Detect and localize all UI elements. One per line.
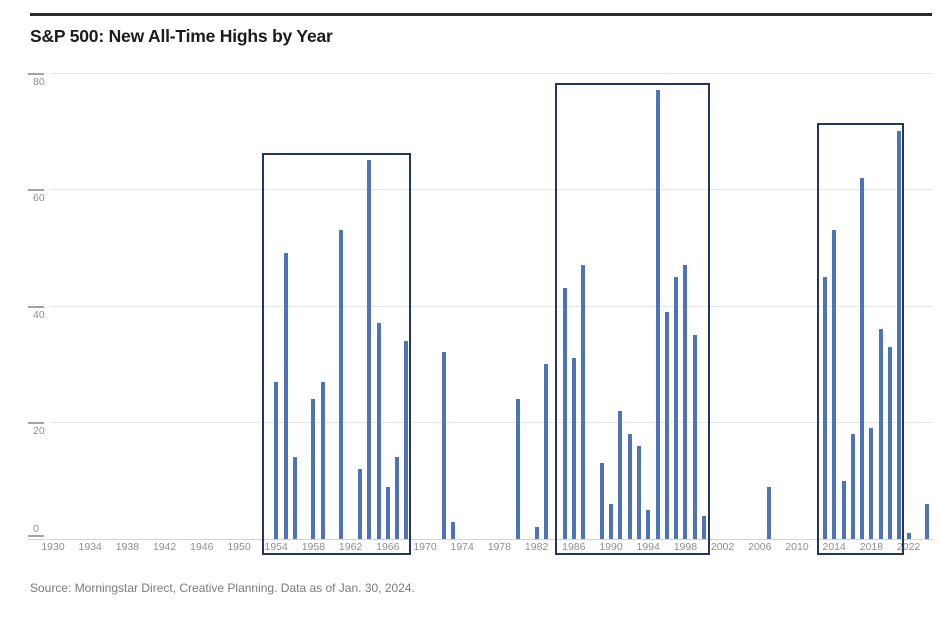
y-tick-60 — [28, 189, 44, 192]
x-tick-label-1970: 1970 — [413, 541, 437, 553]
source-note: Source: Morningstar Direct, Creative Pla… — [30, 581, 415, 595]
bar-1973 — [450, 521, 455, 539]
gridline-y-20 — [50, 422, 933, 424]
bar-1955 — [283, 253, 288, 539]
y-tick-label-40: 40 — [33, 308, 45, 321]
bar-1966 — [385, 486, 390, 539]
x-tick-label-1986: 1986 — [562, 541, 586, 553]
bar-1985 — [562, 288, 567, 539]
x-tick-label-1982: 1982 — [524, 541, 549, 553]
x-tick-label-1978: 1978 — [487, 541, 512, 553]
x-tick-label-1990: 1990 — [599, 541, 623, 553]
x-tick-label-1958: 1958 — [301, 541, 326, 553]
x-tick-label-2002: 2002 — [710, 541, 735, 553]
bar-1997 — [674, 276, 679, 539]
x-tick-label-1946: 1946 — [190, 541, 214, 553]
gridline-y-0 — [28, 539, 933, 540]
bar-1989 — [599, 463, 604, 539]
x-tick-label-1962: 1962 — [338, 541, 363, 553]
x-tick-label-1974: 1974 — [450, 541, 474, 553]
bar-1959 — [320, 381, 325, 539]
x-tick-label-1954: 1954 — [264, 541, 288, 553]
bar-2017 — [860, 177, 865, 539]
bar-1990 — [609, 504, 613, 539]
x-tick-label-2018: 2018 — [859, 541, 884, 553]
bar-2013 — [822, 276, 827, 539]
x-tick-label-2014: 2014 — [822, 541, 846, 553]
gridline-y-60 — [50, 189, 933, 191]
highlight-box-1 — [261, 153, 411, 555]
bar-1967 — [395, 457, 400, 539]
x-tick-label-1998: 1998 — [673, 541, 698, 553]
y-tick-label-60: 60 — [33, 192, 45, 205]
bar-2019 — [878, 329, 883, 539]
bar-1983 — [543, 364, 548, 539]
bar-1991 — [618, 410, 623, 539]
bar-1993 — [636, 445, 641, 539]
y-tick-label-0: 0 — [33, 523, 39, 535]
bar-1965 — [376, 323, 381, 539]
bar-1964 — [367, 160, 372, 539]
gridline-y-80 — [50, 72, 933, 74]
bar-2022 — [906, 533, 911, 539]
gridline-y-40 — [50, 305, 933, 307]
bar-1995 — [655, 90, 660, 539]
highlight-box-2 — [555, 83, 711, 555]
y-tick-label-80: 80 — [33, 75, 45, 88]
bar-1986 — [571, 358, 576, 539]
bar-1987 — [581, 264, 586, 539]
x-tick-label-1966: 1966 — [376, 541, 400, 553]
x-tick-label-1930: 1930 — [41, 541, 65, 553]
bar-1968 — [404, 340, 409, 539]
x-tick-label-1942: 1942 — [152, 541, 177, 553]
bar-1963 — [357, 469, 362, 539]
bar-1961 — [339, 230, 344, 539]
bar-1956 — [292, 457, 297, 539]
bar-2016 — [850, 434, 855, 539]
x-tick-label-2006: 2006 — [748, 541, 772, 553]
x-tick-label-1934: 1934 — [78, 541, 102, 553]
x-tick-label-1950: 1950 — [227, 541, 251, 553]
bar-2018 — [869, 428, 874, 539]
x-tick-label-2010: 2010 — [785, 541, 809, 553]
y-tick-80 — [28, 72, 44, 75]
y-tick-40 — [28, 305, 44, 308]
chart-title: S&P 500: New All-Time Highs by Year — [30, 26, 333, 46]
top-rule — [30, 13, 932, 16]
bar-1996 — [664, 311, 669, 539]
bar-2015 — [841, 480, 846, 539]
x-tick-label-1994: 1994 — [636, 541, 660, 553]
highlight-box-3 — [816, 123, 904, 555]
x-tick-label-1938: 1938 — [115, 541, 140, 553]
bar-2021 — [897, 130, 902, 539]
bar-1972 — [441, 352, 446, 539]
bar-1954 — [274, 381, 279, 539]
bar-1992 — [627, 434, 632, 539]
y-tick-label-20: 20 — [33, 425, 45, 438]
bar-2007 — [767, 486, 772, 539]
bar-1998 — [683, 264, 688, 539]
bar-2020 — [888, 346, 892, 539]
bar-1980 — [516, 399, 520, 539]
y-tick-20 — [28, 422, 44, 425]
bar-2014 — [832, 230, 837, 539]
bar-1994 — [646, 509, 651, 539]
bar-2000 — [702, 515, 706, 539]
bar-1958 — [311, 399, 316, 539]
bar-2024 — [925, 504, 930, 539]
bar-1999 — [692, 334, 697, 539]
bar-1982 — [534, 527, 539, 539]
y-tick-0 — [28, 535, 44, 537]
